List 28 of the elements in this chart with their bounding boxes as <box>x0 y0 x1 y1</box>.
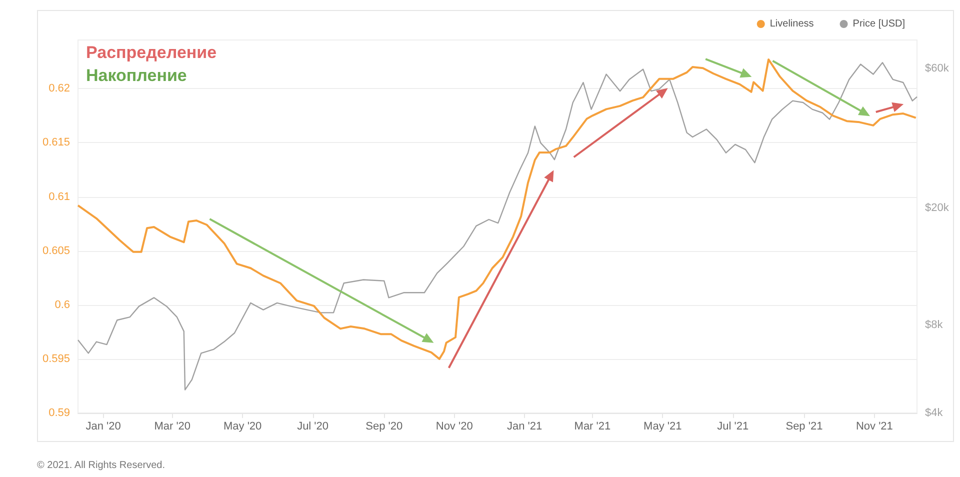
x-tick-label: Sep '21 <box>786 420 823 432</box>
x-tick-label: May '20 <box>223 420 262 432</box>
x-tick-label: Mar '20 <box>154 420 191 432</box>
legend-label: Price [USD] <box>852 18 906 30</box>
x-tick-label: Nov '20 <box>436 420 473 432</box>
x-tick-label: Mar '21 <box>574 420 611 432</box>
y-tick-label: 0.595 <box>42 352 70 365</box>
legend-label: Liveliness <box>770 18 814 30</box>
annotation: Накопление <box>86 66 187 86</box>
y-tick-label: 0.61 <box>48 190 70 203</box>
y-tick-label: 0.62 <box>48 82 70 95</box>
y-tick-label: 0.59 <box>48 407 70 419</box>
y-tick-label: 0.615 <box>42 136 70 149</box>
x-tick-label: Jul '21 <box>717 420 749 432</box>
y2-tick-label: $4k <box>925 407 944 419</box>
y2-tick-label: $20k <box>925 202 950 214</box>
x-tick-label: Nov '21 <box>856 420 893 432</box>
y-tick-label: 0.605 <box>42 244 70 257</box>
x-tick-label: Sep '20 <box>366 420 403 432</box>
y2-tick-label: $8k <box>925 318 944 331</box>
x-tick-label: May '21 <box>644 420 682 432</box>
x-tick-label: Jan '21 <box>506 420 542 432</box>
annotation: Распределение <box>86 43 217 63</box>
x-tick-label: Jul '20 <box>297 420 329 432</box>
y2-tick-label: $60k <box>925 62 950 74</box>
y-tick-label: 0.6 <box>54 298 70 311</box>
text: © 2021. All Rights Reserved. <box>37 460 165 471</box>
x-tick-label: Jan '20 <box>86 420 121 432</box>
